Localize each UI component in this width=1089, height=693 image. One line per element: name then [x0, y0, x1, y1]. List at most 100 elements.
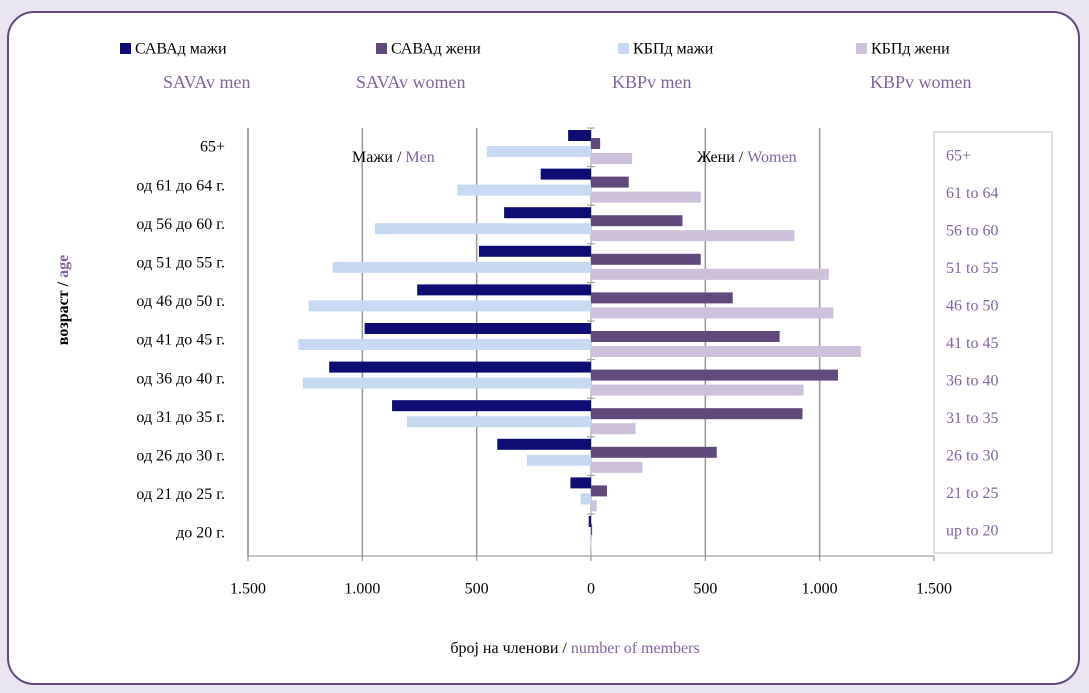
y-tick-label: од 26 до 30 г. [136, 447, 225, 464]
y-tick-label-en: 46 to 50 [946, 298, 998, 315]
bar [497, 438, 591, 450]
y-tick-label: од 56 до 60 г. [136, 216, 225, 233]
x-axis-label-en: number of members [571, 640, 700, 657]
bar [591, 331, 780, 342]
bar [591, 461, 643, 473]
x-tick-label: 1.500 [916, 581, 952, 598]
bar [392, 400, 591, 412]
bar [568, 130, 591, 141]
y-tick-label: од 51 до 55 г. [136, 254, 225, 271]
y-tick-label-en: 31 to 35 [946, 410, 998, 427]
bar [589, 532, 591, 543]
english-age-box [933, 131, 1053, 554]
y-tick-label: од 31 до 35 г. [136, 409, 225, 426]
bar [570, 477, 591, 489]
bar [580, 493, 591, 505]
x-tick-label: 1.500 [230, 581, 266, 598]
y-axis-label: возраст / age [55, 255, 72, 345]
y-tick-label-en: 51 to 55 [946, 260, 998, 277]
bar [417, 284, 591, 296]
y-tick-label: од 46 до 50 г. [136, 293, 225, 310]
bar [591, 446, 717, 458]
y-tick-label: 65+ [200, 139, 225, 156]
bar [591, 369, 838, 381]
x-axis-label-mk: број на членови [450, 640, 559, 657]
y-axis-label-mk: возраст [55, 290, 72, 345]
legend-swatch [120, 43, 131, 54]
y-tick-label-en: up to 20 [946, 523, 998, 540]
bar [591, 176, 629, 188]
legend-swatch [618, 43, 629, 54]
bar [591, 485, 608, 497]
bar [591, 268, 829, 280]
bar [591, 253, 701, 265]
bar [302, 377, 591, 389]
bar [526, 454, 591, 466]
legend-label-en: KBPv men [612, 72, 692, 92]
annotation-mk: Мажи [352, 149, 393, 166]
y-tick-label: од 21 до 25 г. [136, 486, 225, 503]
legend-swatch [856, 43, 867, 54]
y-tick-label: до 20 г. [176, 525, 225, 542]
bar [591, 524, 593, 535]
bar [540, 168, 591, 180]
bar [591, 500, 597, 512]
bar [591, 346, 861, 357]
bar [591, 138, 601, 149]
annotation: Мажи / Men [352, 149, 435, 166]
y-tick-label: од 61 до 64 г. [136, 177, 225, 194]
y-tick-label-en: 26 to 30 [946, 448, 998, 465]
y-tick-label: од 36 до 40 г. [136, 370, 225, 387]
legend-label: КБПд жени [871, 41, 950, 58]
bar [332, 261, 591, 273]
bar [374, 223, 591, 235]
y-tick-label: од 41 до 45 г. [136, 332, 225, 349]
bar [591, 153, 633, 164]
x-tick-label: 500 [693, 581, 717, 598]
legend-label: САВАд жени [391, 41, 481, 58]
annotation-en: Men [405, 149, 434, 166]
bar [364, 323, 591, 334]
y-axis-label-sep: / [55, 281, 72, 287]
legend-label: КБПд мажи [633, 41, 714, 58]
bar [591, 408, 803, 420]
legend-label: САВАд мажи [135, 41, 227, 58]
y-tick-label-en: 36 to 40 [946, 373, 998, 390]
bar [329, 361, 591, 373]
bar [591, 215, 683, 227]
annotation-sep: / [397, 149, 402, 166]
x-tick-label: 1.000 [344, 581, 380, 598]
bar [591, 230, 795, 242]
annotation: Жени / Women [697, 149, 797, 166]
bar [478, 245, 591, 257]
x-tick-label: 0 [587, 581, 595, 598]
annotation-sep: / [739, 149, 744, 166]
bar [591, 191, 701, 203]
legend-label-en: SAVAv men [163, 72, 251, 92]
legend-label-en: SAVAv women [356, 72, 466, 92]
bar [588, 516, 591, 527]
bar [406, 416, 591, 428]
bar [591, 292, 733, 304]
legend-swatch [376, 43, 387, 54]
legend-label-en: KBPv women [870, 72, 972, 92]
bar [591, 423, 636, 435]
bar [308, 300, 591, 312]
y-tick-label-en: 41 to 45 [946, 335, 998, 352]
bar [298, 339, 591, 350]
x-axis-label-sep: / [562, 640, 567, 657]
y-tick-label-en: 56 to 60 [946, 223, 998, 240]
x-tick-label: 1.000 [802, 581, 838, 598]
y-tick-label-en: 65+ [946, 148, 971, 165]
annotation-en: Women [747, 149, 796, 166]
y-tick-label-en: 21 to 25 [946, 485, 998, 502]
x-tick-label: 500 [465, 581, 489, 598]
x-axis-label: број на членови / number of members [450, 640, 699, 657]
y-tick-label-en: 61 to 64 [946, 185, 998, 202]
bar [486, 146, 591, 157]
bar [504, 207, 591, 219]
bar [591, 307, 834, 319]
bar [457, 184, 591, 196]
y-axis-label-en: age [55, 255, 72, 278]
